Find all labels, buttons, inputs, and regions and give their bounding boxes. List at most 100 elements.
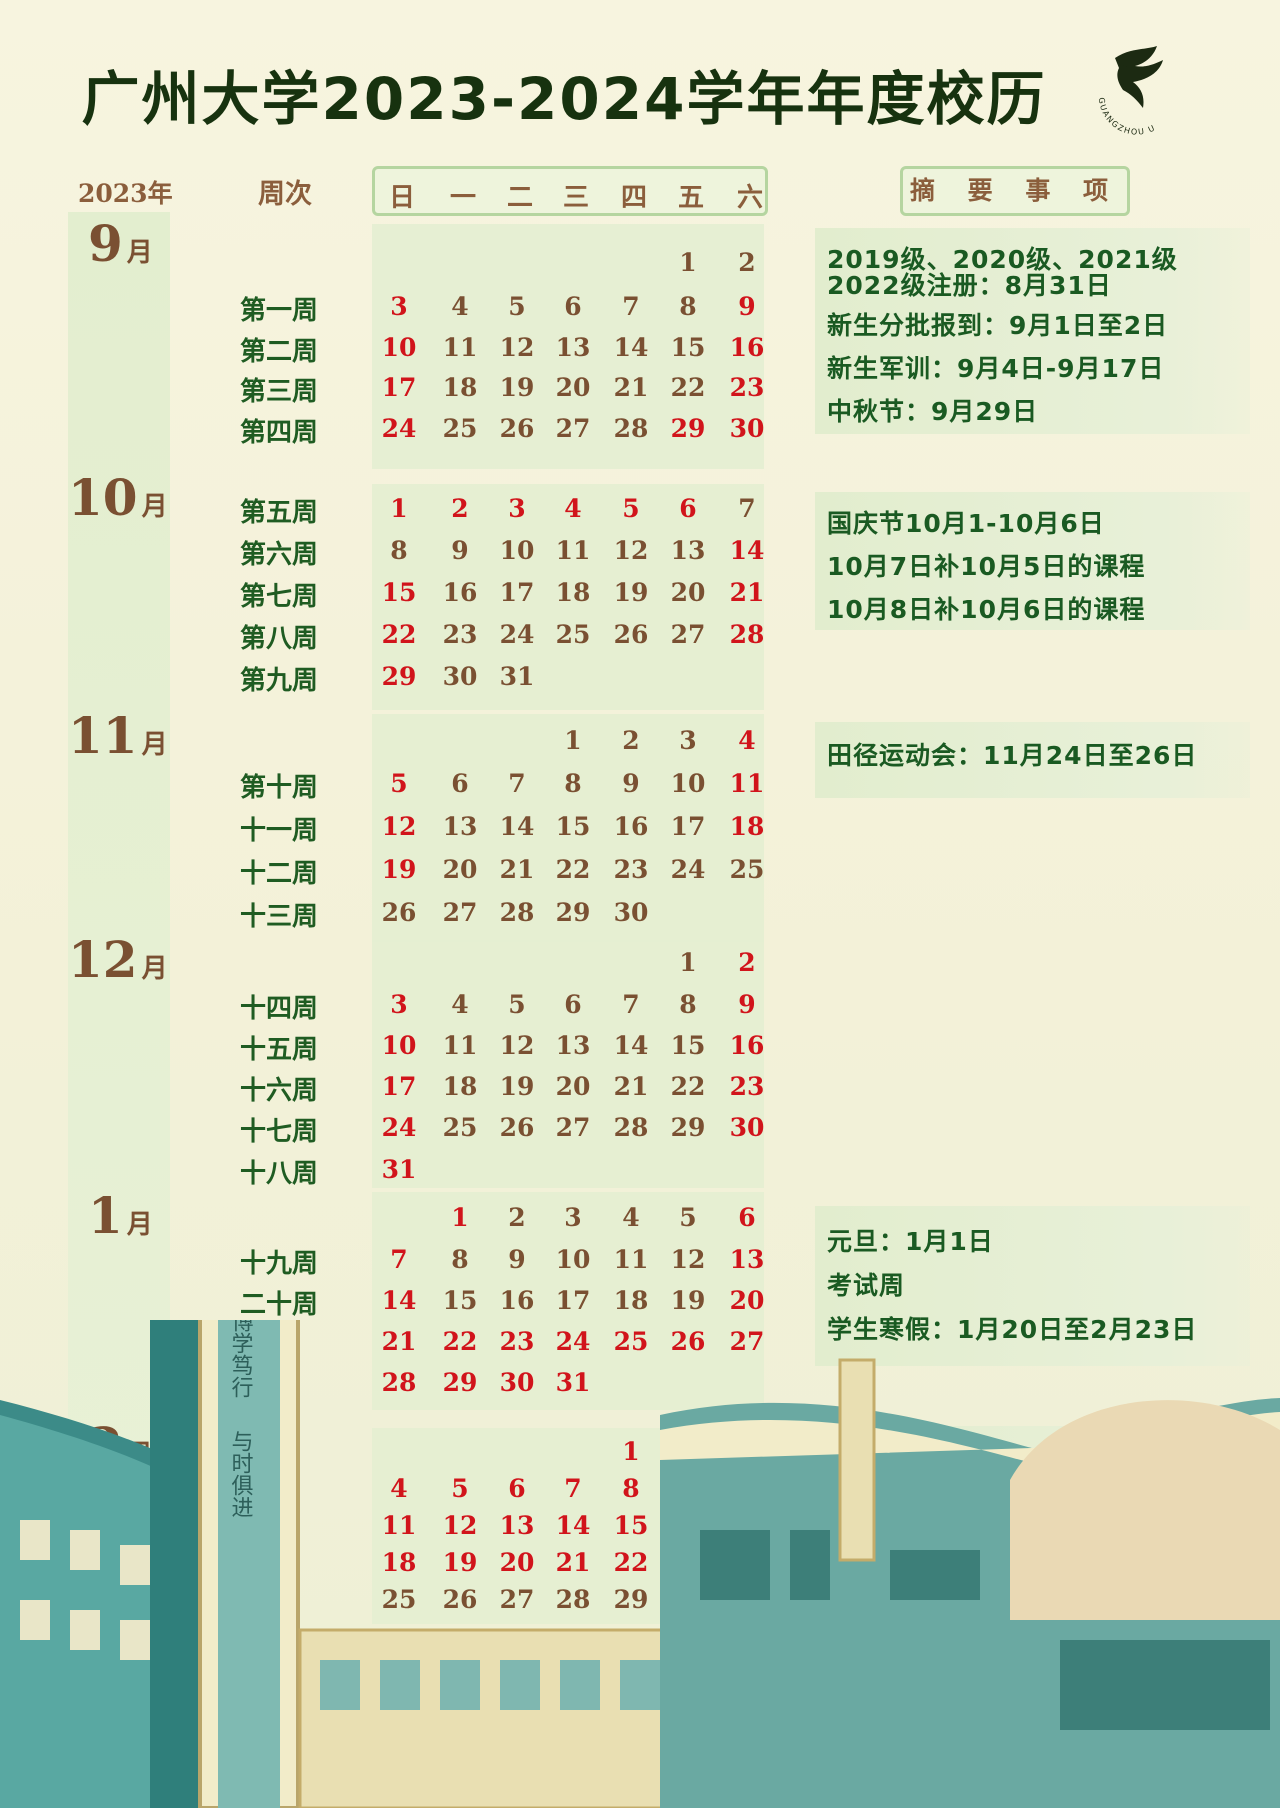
calendar-day: 26 xyxy=(499,1113,535,1142)
calendar-day: 4 xyxy=(451,292,469,321)
calendar-day: 18 xyxy=(729,812,765,841)
weekday-header-cell: 五 xyxy=(677,183,704,213)
calendar-day: 19 xyxy=(381,855,417,884)
week-label: 第三周 xyxy=(240,377,319,407)
weekday-header-cell: 日 xyxy=(388,183,415,213)
calendar-day: 11 xyxy=(613,1245,649,1274)
calendar-day: 4 xyxy=(390,1474,408,1503)
week-label: 第九周 xyxy=(240,666,319,696)
calendar-day: 17 xyxy=(381,373,417,402)
calendar-day: 3 xyxy=(679,726,697,755)
calendar-day: 4 xyxy=(451,990,469,1019)
calendar-day: 16 xyxy=(729,1031,765,1060)
note-line: 考试周 xyxy=(827,1271,906,1300)
calendar-day: 13 xyxy=(499,1511,535,1540)
campus-skyline-illustration: 博学笃行 与时俱进 xyxy=(0,1320,1280,1808)
calendar-day: 21 xyxy=(381,1327,417,1356)
week-label: 第五周 xyxy=(240,498,319,528)
calendar-day: 1 xyxy=(679,948,697,977)
calendar-day: 8 xyxy=(622,1474,640,1503)
calendar-day: 15 xyxy=(670,333,706,362)
calendar-day: 25 xyxy=(555,620,591,649)
calendar-day: 26 xyxy=(442,1585,478,1614)
calendar-day: 10 xyxy=(670,769,706,798)
weekday-header-cell: 四 xyxy=(620,183,647,213)
calendar-day: 2 xyxy=(622,726,640,755)
calendar-day: 20 xyxy=(670,578,706,607)
note-line: 学生寒假：1月20日至2月23日 xyxy=(827,1315,1198,1344)
calendar-day: 10 xyxy=(555,1245,591,1274)
calendar-day: 1 xyxy=(390,494,408,523)
calendar-day: 30 xyxy=(729,414,765,443)
calendar-day: 25 xyxy=(442,1113,478,1142)
calendar-day: 22 xyxy=(555,855,591,884)
month-panel xyxy=(372,714,764,942)
calendar-day: 19 xyxy=(670,1286,706,1315)
calendar-day: 5 xyxy=(451,1474,469,1503)
calendar-day: 16 xyxy=(499,1286,535,1315)
calendar-day: 16 xyxy=(613,812,649,841)
calendar-day: 11 xyxy=(442,1031,478,1060)
calendar-day: 5 xyxy=(508,990,526,1019)
calendar-day: 13 xyxy=(729,1245,765,1274)
calendar-day: 12 xyxy=(670,1245,706,1274)
calendar-day: 7 xyxy=(622,292,640,321)
week-label: 第二周 xyxy=(240,337,319,367)
calendar-day: 14 xyxy=(381,1286,417,1315)
calendar-day: 2 xyxy=(738,948,756,977)
month-label: 12 月 xyxy=(68,930,168,989)
note-box xyxy=(815,228,1250,434)
calendar-day: 27 xyxy=(555,1113,591,1142)
calendar-day: 13 xyxy=(442,812,478,841)
calendar-day: 9 xyxy=(622,769,640,798)
calendar-day: 25 xyxy=(613,1327,649,1356)
note-box xyxy=(815,722,1250,798)
calendar-day: 18 xyxy=(613,1286,649,1315)
calendar-day: 20 xyxy=(442,855,478,884)
calendar-day: 15 xyxy=(613,1511,649,1540)
calendar-day: 1 xyxy=(451,1203,469,1232)
calendar-day: 7 xyxy=(738,494,756,523)
calendar-day: 20 xyxy=(555,1072,591,1101)
calendar-day: 22 xyxy=(670,1072,706,1101)
page-title: 广州大学2023-2024学年年度校历 xyxy=(81,65,1047,133)
calendar-day: 1 xyxy=(679,248,697,277)
calendar-day: 1 xyxy=(622,1437,640,1466)
calendar-day: 28 xyxy=(613,414,649,443)
calendar-day: 6 xyxy=(451,769,469,798)
week-label: 二十周 xyxy=(240,1290,319,1320)
week-label: 十七周 xyxy=(240,1117,319,1147)
calendar-day: 14 xyxy=(555,1511,591,1540)
calendar-day: 22 xyxy=(613,1548,649,1577)
calendar-day: 29 xyxy=(442,1368,478,1397)
calendar-day: 29 xyxy=(381,662,417,691)
calendar-day: 12 xyxy=(613,536,649,565)
calendar-day: 4 xyxy=(564,494,582,523)
calendar-day: 8 xyxy=(564,769,582,798)
calendar-day: 28 xyxy=(499,898,535,927)
calendar-day: 21 xyxy=(499,855,535,884)
calendar-day: 3 xyxy=(390,292,408,321)
note-line: 2019级、2020级、2021级 xyxy=(827,245,1178,274)
calendar-day: 3 xyxy=(564,1203,582,1232)
weekday-header-cell: 三 xyxy=(562,183,589,213)
calendar-day: 5 xyxy=(679,1203,697,1232)
calendar-day: 15 xyxy=(381,578,417,607)
month-label: 10 月 xyxy=(68,468,168,527)
weekday-header-cell: 一 xyxy=(449,183,476,213)
calendar-day: 26 xyxy=(613,620,649,649)
calendar-day: 14 xyxy=(613,1031,649,1060)
logo-emblem-icon xyxy=(1115,46,1163,108)
calendar-day: 2 xyxy=(738,248,756,277)
calendar-day: 2 xyxy=(451,494,469,523)
calendar-day: 11 xyxy=(729,769,765,798)
calendar-day: 4 xyxy=(622,1203,640,1232)
calendar-day: 17 xyxy=(555,1286,591,1315)
week-label: 十二周 xyxy=(240,859,319,889)
calendar-day: 14 xyxy=(613,333,649,362)
calendar-day: 24 xyxy=(499,620,535,649)
calendar-day: 30 xyxy=(729,1113,765,1142)
week-label: 十九周 xyxy=(240,1249,319,1279)
month-panel xyxy=(372,224,764,469)
